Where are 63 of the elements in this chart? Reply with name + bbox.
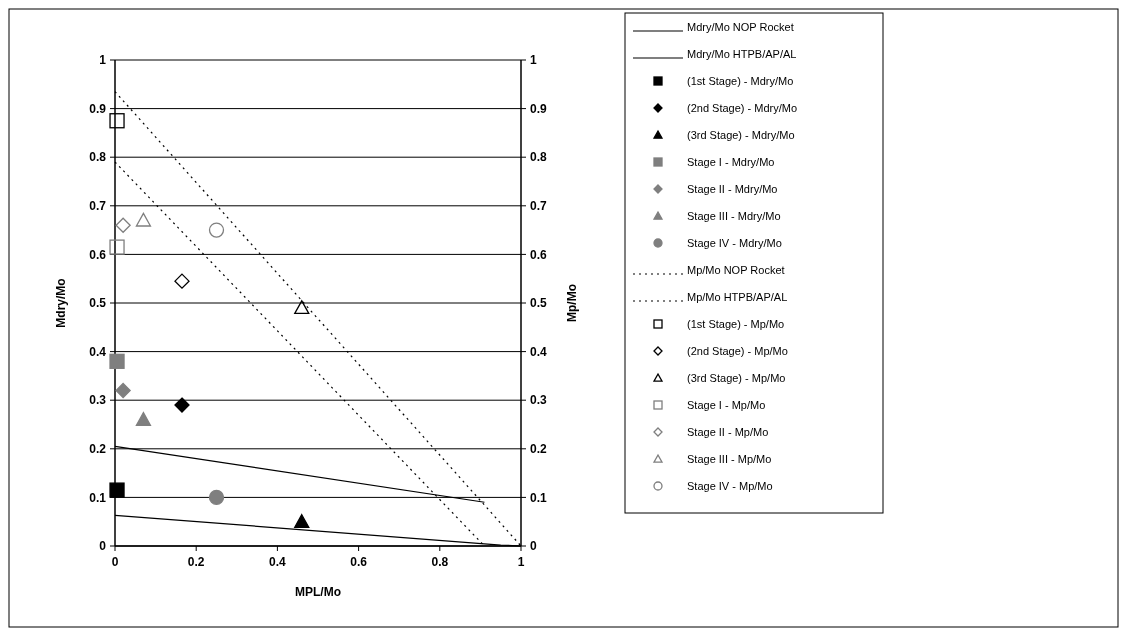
x-tick-label: 0.8 xyxy=(431,555,449,569)
legend-label: Stage III - Mdry/Mo xyxy=(687,209,781,222)
legend-label: (3rd Stage) - Mp/Mo xyxy=(687,371,786,384)
y2-tick-label: 0.1 xyxy=(530,490,548,505)
y2-tick-label: 0.2 xyxy=(530,442,548,456)
y-tick-label: 0 xyxy=(99,539,107,554)
y2-tick-label: 1 xyxy=(530,53,537,68)
x-tick-label: 0.4 xyxy=(269,555,287,569)
x-tick-label: 1 xyxy=(517,555,525,569)
point xyxy=(208,489,225,506)
point xyxy=(174,397,190,413)
x-axis-title: MPL/Mo xyxy=(295,585,341,599)
y-tick-label: 0.1 xyxy=(89,490,107,505)
point xyxy=(174,273,190,289)
y-tick-label: 0.9 xyxy=(89,101,107,116)
y2-axis-title: Mp/Mo xyxy=(565,284,579,322)
legend-label: Stage IV - Mp/Mo xyxy=(687,479,773,492)
y2-tick-label: 0.7 xyxy=(530,199,548,213)
legend-label: Stage I - Mdry/Mo xyxy=(687,155,775,168)
y2-tick-label: 0.3 xyxy=(530,393,548,408)
y-tick-label: 0.5 xyxy=(89,296,107,311)
legend-label: Stage IV - Mdry/Mo xyxy=(687,236,782,249)
point xyxy=(109,353,125,369)
point xyxy=(109,482,125,498)
legend-label: Mdry/Mo NOP Rocket xyxy=(687,20,794,33)
y2-tick-label: 0 xyxy=(530,539,537,554)
legend-label: (1st Stage) - Mp/Mo xyxy=(687,317,785,330)
point xyxy=(109,239,125,255)
y-tick-label: 0.6 xyxy=(89,247,107,262)
point xyxy=(115,382,131,399)
y2-tick-label: 0.6 xyxy=(530,247,548,262)
legend-label: Mdry/Mo HTPB/AP/AL xyxy=(687,47,797,60)
y-axis-title: Mdry/Mo xyxy=(54,278,68,328)
y-tick-label: 1 xyxy=(99,53,107,68)
y-tick-label: 0.4 xyxy=(89,344,107,359)
y2-tick-label: 0.5 xyxy=(530,296,548,311)
point xyxy=(135,212,152,227)
y-tick-label: 0.3 xyxy=(89,393,107,408)
legend-label: Mp/Mo HTPB/AP/AL xyxy=(687,290,788,303)
x-tick-label: 0.2 xyxy=(187,555,205,569)
point xyxy=(294,300,310,315)
legend-label: (2nd Stage) - Mdry/Mo xyxy=(687,101,798,114)
legend-label: (2nd Stage) - Mp/Mo xyxy=(687,344,788,357)
y-tick-label: 0.7 xyxy=(89,199,107,213)
legend-label: Stage II - Mdry/Mo xyxy=(687,182,778,195)
y2-tick-label: 0.8 xyxy=(530,150,548,165)
legend-label: (3rd Stage) - Mdry/Mo xyxy=(687,128,795,141)
point xyxy=(294,514,310,528)
legend-label: (1st Stage) - Mdry/Mo xyxy=(687,74,794,87)
point xyxy=(109,113,125,129)
legend-label: Mp/Mo NOP Rocket xyxy=(687,263,785,276)
legend-label: Stage II - Mp/Mo xyxy=(687,425,769,438)
y2-tick-label: 0.9 xyxy=(530,101,548,116)
point xyxy=(115,217,131,233)
point xyxy=(208,222,225,238)
y-tick-label: 0.2 xyxy=(89,442,107,456)
x-tick-label: 0 xyxy=(111,555,119,569)
x-tick-label: 0.6 xyxy=(350,555,368,569)
legend-label: Stage III - Mp/Mo xyxy=(687,452,772,465)
point xyxy=(135,411,152,426)
y2-tick-label: 0.4 xyxy=(530,344,548,359)
y-tick-label: 0.8 xyxy=(89,150,107,165)
legend-label: Stage I - Mp/Mo xyxy=(687,398,766,411)
